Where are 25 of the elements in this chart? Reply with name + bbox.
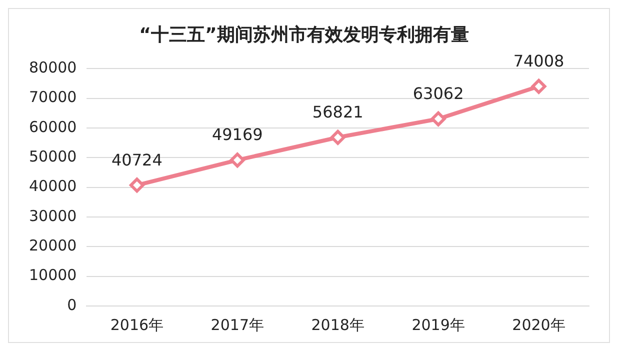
x-tick-label: 2019年	[412, 316, 465, 334]
chart-title: “十三五”期间苏州市有效发明专利拥有量	[139, 24, 469, 46]
x-tick-label: 2017年	[210, 316, 264, 334]
point	[430, 111, 446, 126]
x-tick-label: 2016年	[110, 316, 164, 334]
y-tick-label: 80000	[29, 58, 77, 76]
y-tick-label: 0	[67, 296, 77, 314]
y-tick-label: 20000	[29, 236, 77, 255]
data-label: 40724	[111, 150, 162, 170]
point	[129, 178, 144, 193]
y-tick-label: 70000	[29, 88, 77, 106]
data-label: 56821	[312, 102, 364, 122]
y-tick-label: 60000	[29, 118, 77, 136]
data-label: 63062	[412, 84, 464, 104]
point	[531, 78, 546, 94]
y-tick-label: 30000	[29, 206, 77, 225]
data-label: 74008	[513, 52, 564, 71]
point	[330, 130, 346, 145]
y-tick-label: 40000	[29, 177, 77, 196]
x-tick-label: 2020年	[512, 316, 566, 334]
x-tick-label: 2018年	[311, 316, 364, 334]
data-label: 49169	[212, 125, 263, 144]
point	[230, 152, 245, 168]
y-tick-label: 10000	[29, 266, 77, 284]
y-tick-label: 50000	[29, 148, 77, 166]
